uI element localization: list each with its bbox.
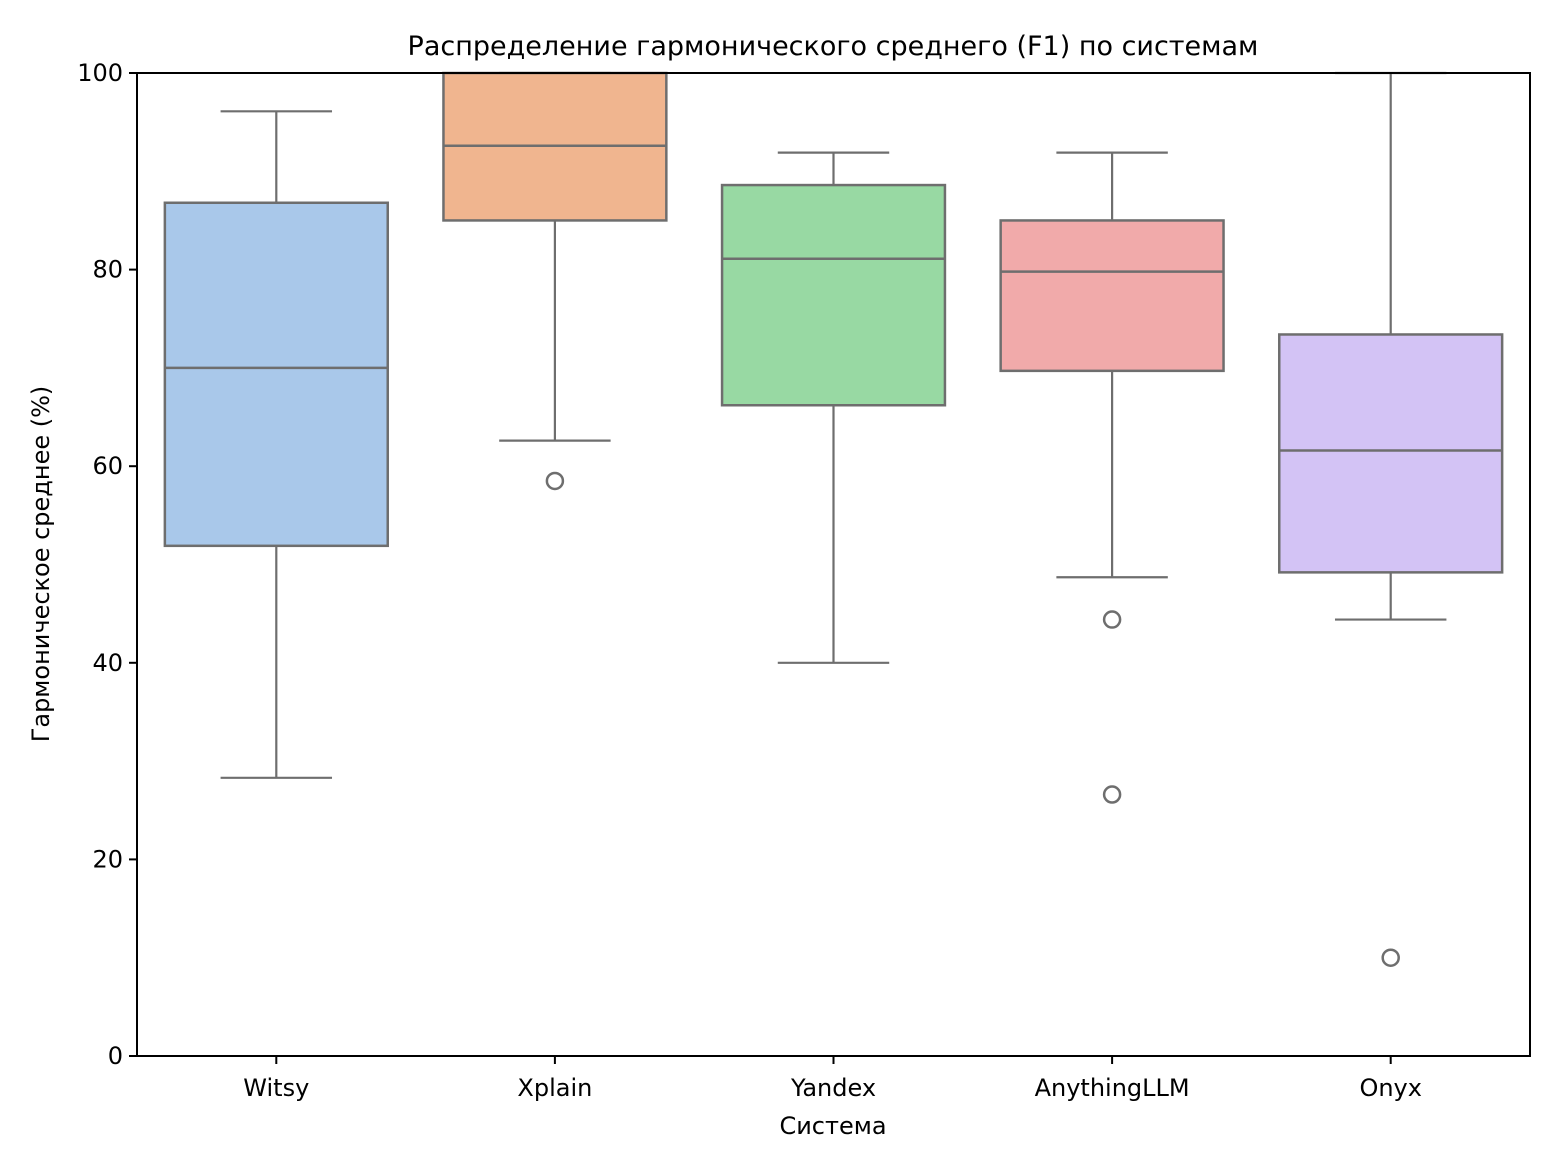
x-axis-label: Система <box>779 1112 886 1140</box>
box-group <box>163 71 1504 967</box>
y-tick-label: 40 <box>92 649 123 677</box>
iqr-box <box>999 219 1225 373</box>
x-tick-label: Witsy <box>243 1074 309 1102</box>
iqr-box <box>163 201 389 548</box>
y-axis: 0 20 40 60 80 100 <box>77 59 137 1070</box>
outlier-point <box>1381 948 1400 967</box>
x-tick-label: Xplain <box>517 1074 592 1102</box>
chart-title: Распределение гармонического среднего (F… <box>408 31 1259 62</box>
y-tick-label: 100 <box>77 59 123 87</box>
x-tick-label: Onyx <box>1359 1074 1422 1102</box>
x-tick-label: AnythingLLM <box>1035 1074 1190 1102</box>
y-tick-label: 80 <box>92 256 123 284</box>
y-tick-label: 0 <box>108 1042 123 1070</box>
box-onyx <box>1278 71 1504 967</box>
y-tick-label: 60 <box>92 452 123 480</box>
box-yandex <box>720 151 947 664</box>
y-axis-label: Гармоническое среднее (%) <box>27 386 55 743</box>
iqr-box <box>720 183 947 407</box>
outlier-point <box>1102 610 1122 629</box>
outlier-point <box>1102 785 1122 804</box>
box-witsy <box>163 110 389 779</box>
iqr-box <box>1278 333 1504 574</box>
x-axis: Witsy Xplain Yandex AnythingLLM Onyx <box>243 1056 1422 1102</box>
box-anythingllm <box>999 151 1225 804</box>
box-xplain <box>442 71 668 491</box>
outlier-point <box>545 471 565 491</box>
y-tick-label: 20 <box>92 845 123 873</box>
x-tick-label: Yandex <box>790 1074 876 1102</box>
